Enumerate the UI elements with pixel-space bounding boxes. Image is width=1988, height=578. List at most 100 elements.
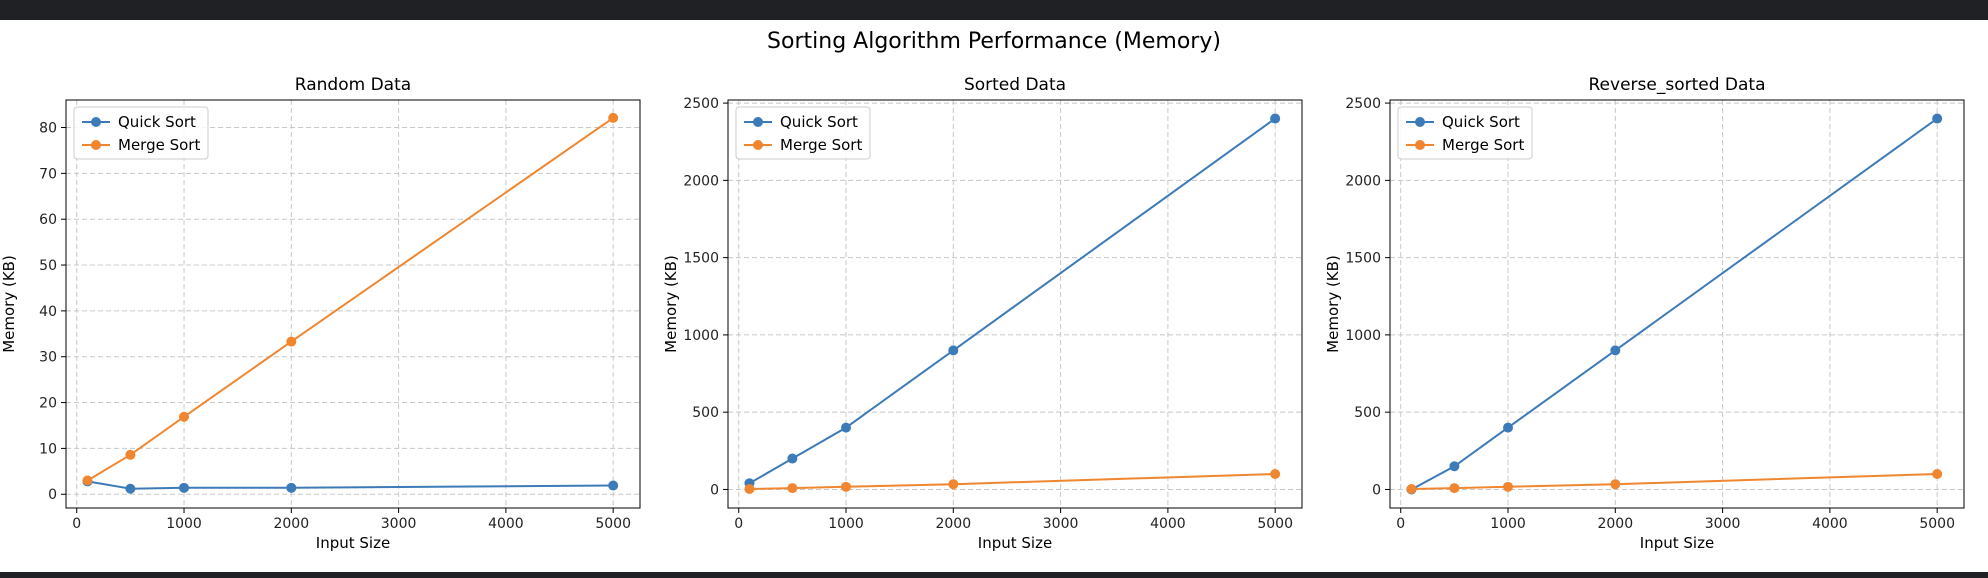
data-point [1270, 113, 1281, 124]
y-tick-label: 30 [39, 350, 57, 366]
y-tick-label: 40 [39, 304, 57, 320]
y-tick-label: 70 [39, 166, 57, 182]
legend-marker [753, 117, 763, 127]
y-tick-label: 1500 [1345, 251, 1381, 267]
data-point [787, 453, 798, 464]
data-point [787, 483, 798, 494]
x-tick-label: 4000 [1150, 516, 1186, 532]
data-point [1932, 113, 1943, 124]
legend-label: Quick Sort [780, 113, 858, 131]
data-point [1406, 483, 1417, 494]
plot-frame [65, 99, 641, 509]
x-tick-label: 5000 [1257, 516, 1293, 532]
legend-label: Merge Sort [118, 136, 200, 154]
y-tick-label: 1000 [1345, 328, 1381, 344]
y-axis-label: Memory (KB) [662, 255, 680, 353]
x-axis-label: Input Size [316, 534, 390, 552]
y-tick-label: 0 [710, 482, 719, 498]
legend-entry-quick-sort: Quick Sort [82, 113, 196, 131]
y-tick-label: 0 [1372, 482, 1381, 498]
x-tick-label: 4000 [488, 516, 524, 532]
data-point [948, 345, 959, 356]
series-merge-sort [82, 112, 619, 486]
x-tick-label: 0 [1396, 516, 1405, 532]
series-merge-sort [744, 469, 1281, 494]
x-tick-label: 1000 [1490, 516, 1526, 532]
data-point [948, 479, 959, 490]
legend-label: Merge Sort [780, 136, 862, 154]
y-tick-label: 20 [39, 396, 57, 412]
subplot-1: 0 1000 2000 3000 4000 5000 0 10 20 30 40 50 60 70 80 Ra… [0, 75, 641, 552]
data-point [608, 112, 619, 123]
series-merge-sort [1406, 469, 1943, 494]
x-tick-label: 0 [734, 516, 743, 532]
y-tick-label: 10 [39, 441, 57, 457]
x-tick-label: 2000 [935, 516, 971, 532]
y-axis-label: Memory (KB) [0, 255, 18, 353]
y-tick-label: 2000 [683, 173, 719, 189]
legend: Quick Sort Merge Sort [735, 106, 871, 160]
x-axis-label: Input Size [978, 534, 1052, 552]
x-tick-label: 2000 [273, 516, 309, 532]
data-point [125, 449, 136, 460]
x-axis-label: Input Size [1640, 534, 1714, 552]
y-axis-label: Memory (KB) [1324, 255, 1342, 353]
data-point [1932, 469, 1943, 479]
data-point [608, 480, 619, 491]
data-point [82, 475, 93, 486]
data-point [744, 483, 755, 494]
legend-entry-merge-sort: Merge Sort [82, 136, 200, 154]
data-point [179, 411, 190, 422]
y-tick-label: 2500 [683, 96, 719, 112]
series-quick-sort [1406, 113, 1943, 495]
plot-area [66, 100, 640, 508]
data-point [1503, 422, 1514, 433]
legend-entry-quick-sort: Quick Sort [1406, 113, 1520, 131]
y-tick-label: 500 [1354, 405, 1381, 421]
x-tick-label: 0 [72, 516, 81, 532]
legend: Quick Sort Merge Sort [1397, 106, 1533, 160]
chart-figure-svg: Sorting Algorithm Performance (Memory) 0… [0, 29, 1965, 552]
data-point [286, 482, 297, 493]
legend-entry-merge-sort: Merge Sort [1406, 136, 1524, 154]
subplot-title: Reverse_sorted Data [1589, 75, 1766, 95]
plot-frame [727, 99, 1303, 509]
subplot-title: Random Data [295, 75, 411, 95]
x-tick-label: 1000 [828, 516, 864, 532]
figure-title: Sorting Algorithm Performance (Memory) [767, 29, 1221, 54]
data-point [179, 482, 190, 493]
y-tick-label: 1000 [683, 328, 719, 344]
legend-marker [753, 140, 763, 150]
legend-marker [1415, 117, 1425, 127]
x-tick-label: 5000 [595, 516, 631, 532]
data-point [841, 481, 852, 492]
y-tick-label: 2000 [1345, 173, 1381, 189]
y-tick-label: 1500 [683, 251, 719, 267]
y-tick-label: 50 [39, 258, 57, 274]
legend-entry-merge-sort: Merge Sort [744, 136, 862, 154]
subplot-2: 0 1000 2000 3000 4000 5000 0 500 1000 1500 2000 250… [662, 75, 1303, 552]
legend-label: Quick Sort [118, 113, 196, 131]
grid [728, 100, 1302, 508]
plot-frame [1389, 99, 1965, 509]
x-tick-label: 3000 [1043, 516, 1079, 532]
data-point [1503, 481, 1514, 492]
subplots: 0 1000 2000 3000 4000 500001020304050607080Ra… [0, 75, 1965, 552]
data-point [1449, 483, 1460, 494]
data-point [1610, 479, 1621, 490]
x-tick-label: 1000 [166, 516, 202, 532]
x-tick-label: 4000 [1812, 516, 1848, 532]
y-tick-label: 2500 [1345, 96, 1381, 112]
legend-marker [91, 117, 101, 127]
legend-marker [1415, 140, 1425, 150]
y-tick-label: 500 [692, 405, 719, 421]
data-point [1610, 345, 1621, 356]
data-point [125, 483, 136, 494]
x-tick-label: 5000 [1919, 516, 1955, 532]
y-tick-label: 60 [39, 212, 57, 228]
subplot-title: Sorted Data [964, 75, 1066, 95]
data-point [286, 336, 297, 347]
y-tick-label: 80 [39, 121, 57, 137]
figure: Sorting Algorithm Performance (Memory) 0… [0, 20, 1988, 572]
data-point [1270, 469, 1281, 479]
